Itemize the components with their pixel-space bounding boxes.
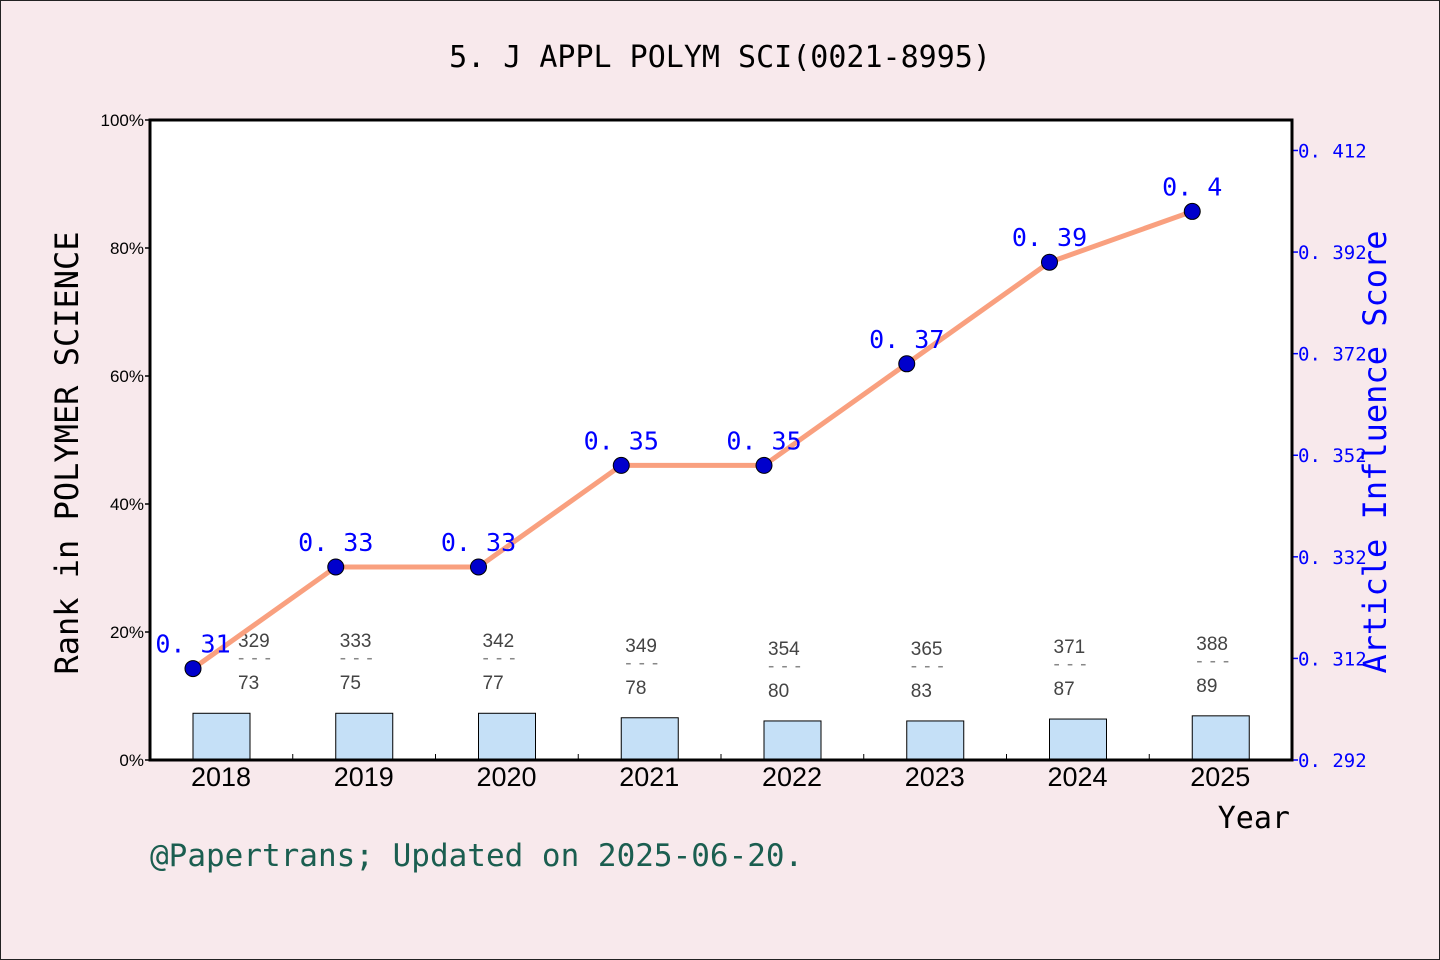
rank-position-label: 77: [483, 673, 504, 694]
influence-score-label: 0. 35: [726, 426, 801, 455]
bar-2019: [335, 712, 394, 761]
bar-2021: [620, 717, 679, 761]
bar-2018: [192, 712, 251, 761]
right-tick-label: 0. 372: [1298, 344, 1367, 366]
influence-score-point-2019: [327, 558, 345, 576]
right-tick-label: 0. 312: [1298, 648, 1367, 670]
rank-total-label: 342: [483, 631, 515, 652]
plot-border: [148, 118, 1294, 762]
left-tick-label: 20%: [110, 623, 144, 642]
rank-total-label: 354: [768, 639, 800, 660]
rank-total-label: 388: [1196, 634, 1228, 655]
rank-position-label: 89: [1196, 676, 1217, 697]
influence-score-point-2021: [612, 456, 630, 474]
left-tick-label: 100%: [101, 111, 144, 130]
rank-total-label: 333: [340, 631, 372, 652]
right-tick-label: 0. 412: [1298, 140, 1367, 162]
rank-separator: ---: [625, 653, 658, 674]
influence-score-label: 0. 31: [155, 630, 230, 659]
influence-score-point-2022: [755, 456, 773, 474]
x-tick-label: 2021: [619, 762, 679, 792]
x-tick-label: 2023: [905, 762, 965, 792]
influence-score-point-2024: [1041, 253, 1058, 271]
x-tick-label: 2020: [476, 762, 536, 792]
rank-separator: ---: [340, 648, 373, 669]
right-tick-label: 0. 332: [1298, 547, 1367, 569]
right-tick-label: 0. 392: [1298, 242, 1367, 264]
left-tick-label: 60%: [110, 367, 144, 386]
rank-position-label: 73: [238, 673, 259, 694]
bar-2023: [906, 720, 965, 761]
influence-score-line: [191, 209, 1194, 671]
rank-position-label: 80: [768, 681, 789, 702]
influence-score-label: 0. 37: [869, 325, 944, 354]
rank-separator: ---: [1196, 651, 1229, 672]
rank-position-label: 78: [625, 678, 646, 699]
right-tick-label: 0. 352: [1298, 445, 1367, 467]
x-tick-label: 2024: [1047, 762, 1107, 792]
bar-2024: [1049, 718, 1107, 761]
bar-2020: [478, 712, 536, 761]
influence-score-label: 0. 35: [584, 426, 659, 455]
influence-score-label: 0. 39: [1012, 223, 1087, 252]
influence-score-point-2023: [898, 355, 916, 373]
left-tick-label: 0%: [119, 751, 144, 770]
influence-score-point-2020: [470, 558, 487, 576]
rank-separator: ---: [911, 656, 944, 677]
chart-title: 5. J APPL POLYM SCI(0021-8995): [449, 40, 991, 75]
influence-score-point-2018: [184, 660, 202, 678]
rank-total-label: 365: [911, 639, 943, 660]
left-tick-label: 80%: [110, 239, 144, 258]
influence-score-point-2025: [1183, 202, 1201, 220]
influence-score-label: 0. 33: [298, 528, 373, 557]
influence-score-label: 0. 4: [1162, 172, 1222, 201]
bar-2022: [763, 720, 822, 761]
rank-total-label: 349: [625, 636, 657, 657]
x-axis-label: Year: [1218, 801, 1290, 836]
left-tick-label: 40%: [110, 495, 144, 514]
bar-2025: [1191, 715, 1250, 761]
right-axis-label: Article Influence Score: [1356, 230, 1394, 673]
x-tick-label: 2019: [334, 762, 394, 792]
rank-separator: ---: [1054, 654, 1087, 675]
rank-total-label: 329: [238, 631, 270, 652]
x-tick-label: 2022: [762, 762, 822, 792]
rank-position-label: 75: [340, 673, 361, 694]
plot-area: [150, 120, 1292, 760]
influence-score-label: 0. 33: [441, 528, 516, 557]
rank-position-label: 83: [911, 681, 932, 702]
right-tick-label: 0. 292: [1298, 750, 1367, 772]
rank-separator: ---: [238, 648, 271, 669]
x-tick-label: 2025: [1190, 762, 1250, 792]
footer-credit: @Papertrans; Updated on 2025-06-20.: [150, 838, 803, 874]
rank-separator: ---: [483, 648, 516, 669]
rank-total-label: 371: [1054, 637, 1086, 658]
rank-position-label: 87: [1054, 679, 1075, 700]
left-axis-label: Rank in POLYMER SCIENCE: [48, 231, 86, 674]
rank-separator: ---: [768, 656, 801, 677]
x-tick-label: 2018: [191, 762, 251, 792]
